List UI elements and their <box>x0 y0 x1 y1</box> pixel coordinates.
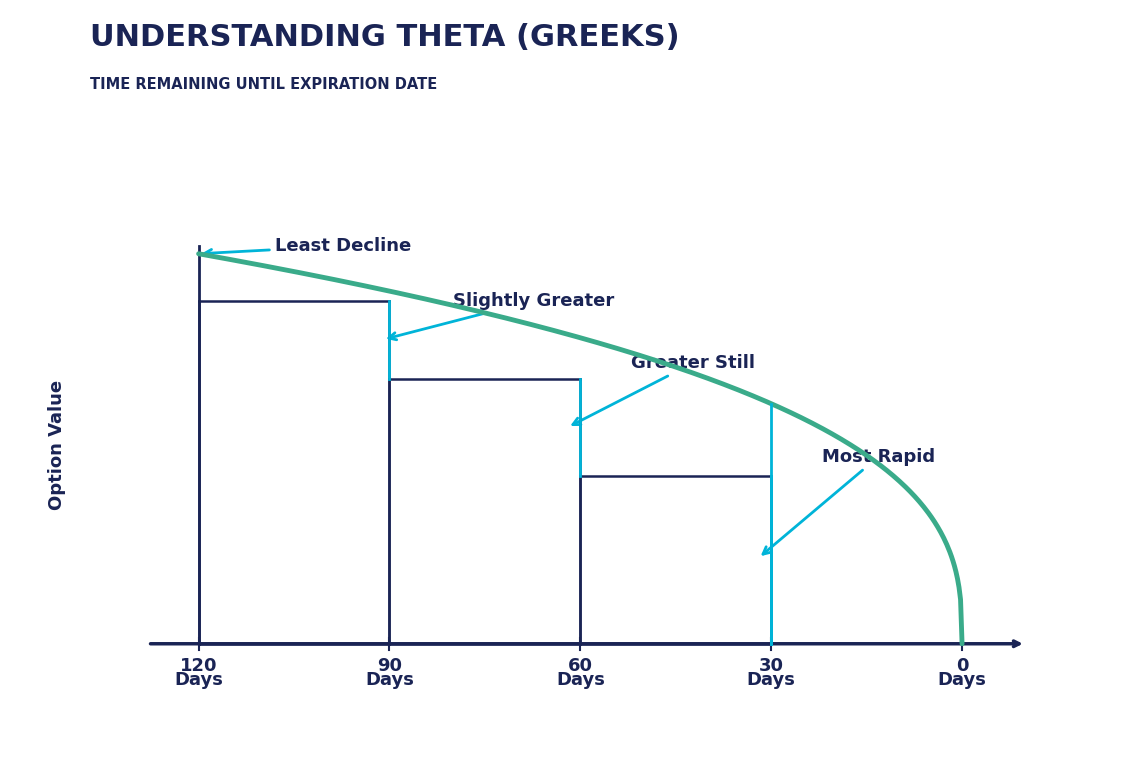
Text: UNDERSTANDING THETA (GREEKS): UNDERSTANDING THETA (GREEKS) <box>90 23 680 52</box>
Text: 120: 120 <box>180 657 217 676</box>
Text: Least Decline: Least Decline <box>205 237 412 257</box>
Text: Greater Still: Greater Still <box>573 354 755 425</box>
Text: 30: 30 <box>758 657 784 676</box>
Text: Days: Days <box>174 671 223 689</box>
Text: 90: 90 <box>377 657 402 676</box>
Text: Days: Days <box>937 671 987 689</box>
Text: Option Value: Option Value <box>47 380 65 510</box>
Text: Days: Days <box>556 671 605 689</box>
Text: Days: Days <box>364 671 414 689</box>
Text: 60: 60 <box>568 657 593 676</box>
Text: TIME REMAINING UNTIL EXPIRATION DATE: TIME REMAINING UNTIL EXPIRATION DATE <box>90 77 438 92</box>
Text: Slightly Greater: Slightly Greater <box>389 291 614 340</box>
Text: Days: Days <box>747 671 795 689</box>
Text: 0: 0 <box>956 657 969 676</box>
Text: Most Rapid: Most Rapid <box>763 448 935 555</box>
